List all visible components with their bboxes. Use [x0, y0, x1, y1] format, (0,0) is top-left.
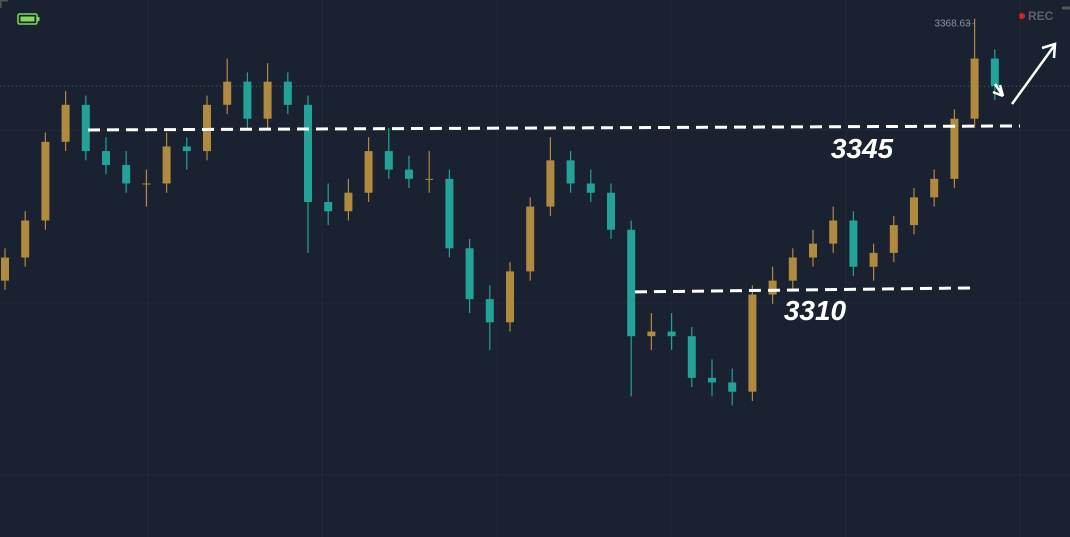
candle-body: [829, 220, 838, 244]
candle-body: [910, 197, 918, 226]
candle-body: [142, 183, 151, 185]
candle-body: [122, 164, 131, 184]
candle-body: [384, 151, 393, 170]
candle-body: [364, 151, 373, 193]
candle-body: [930, 178, 939, 198]
candle-body: [627, 229, 636, 337]
candle-body: [21, 220, 30, 258]
candle-body: [506, 271, 514, 323]
candle-body: [849, 220, 858, 267]
candle-body: [102, 151, 110, 165]
candle-body: [667, 331, 676, 337]
candle-body: [708, 377, 716, 383]
candle-body: [182, 146, 191, 152]
candle-body: [41, 141, 50, 221]
battery-icon: [17, 13, 40, 25]
candle-body: [243, 81, 252, 119]
candle-body: [566, 160, 575, 184]
candle-body: [546, 160, 555, 207]
candle-body: [970, 58, 979, 119]
candle-body: [526, 206, 535, 272]
candle-body: [728, 382, 737, 392]
level-line: [87, 124, 1021, 132]
candle-body: [344, 192, 353, 212]
candle-body: [81, 104, 90, 152]
candle-body: [607, 192, 615, 230]
candle-body: [768, 280, 777, 295]
candle-body: [162, 146, 171, 184]
candle-body: [61, 104, 70, 142]
candle-body: [748, 294, 757, 392]
level-label: 3345: [831, 133, 894, 164]
candle-body: [889, 225, 898, 253]
candle-body: [788, 257, 797, 281]
candle-body: [465, 248, 474, 300]
rec-label: REC: [1028, 9, 1054, 23]
candle-body: [425, 178, 434, 180]
candle-body: [324, 201, 333, 212]
candle-body: [950, 118, 959, 179]
candle-body: [263, 81, 272, 119]
candle-body: [647, 331, 656, 337]
candle-body: [990, 58, 999, 87]
arrows: [992, 42, 1057, 105]
candle-body: [304, 104, 312, 202]
candle-body: [223, 81, 232, 105]
candle-body: [586, 183, 595, 193]
level-label: 3310: [784, 295, 847, 326]
candle-body: [445, 178, 454, 249]
candle-body: [809, 243, 817, 258]
rec-dot: [1019, 13, 1025, 19]
plot: 3368.63 3345 3310: [0, 18, 1070, 406]
candle-body: [485, 299, 494, 323]
candle-body: [283, 81, 292, 105]
candle-body: [1, 257, 9, 281]
high-label: 3368.63: [934, 19, 971, 30]
candle-body: [405, 169, 413, 179]
candle-body: [687, 336, 696, 378]
candle-body: [869, 252, 878, 267]
